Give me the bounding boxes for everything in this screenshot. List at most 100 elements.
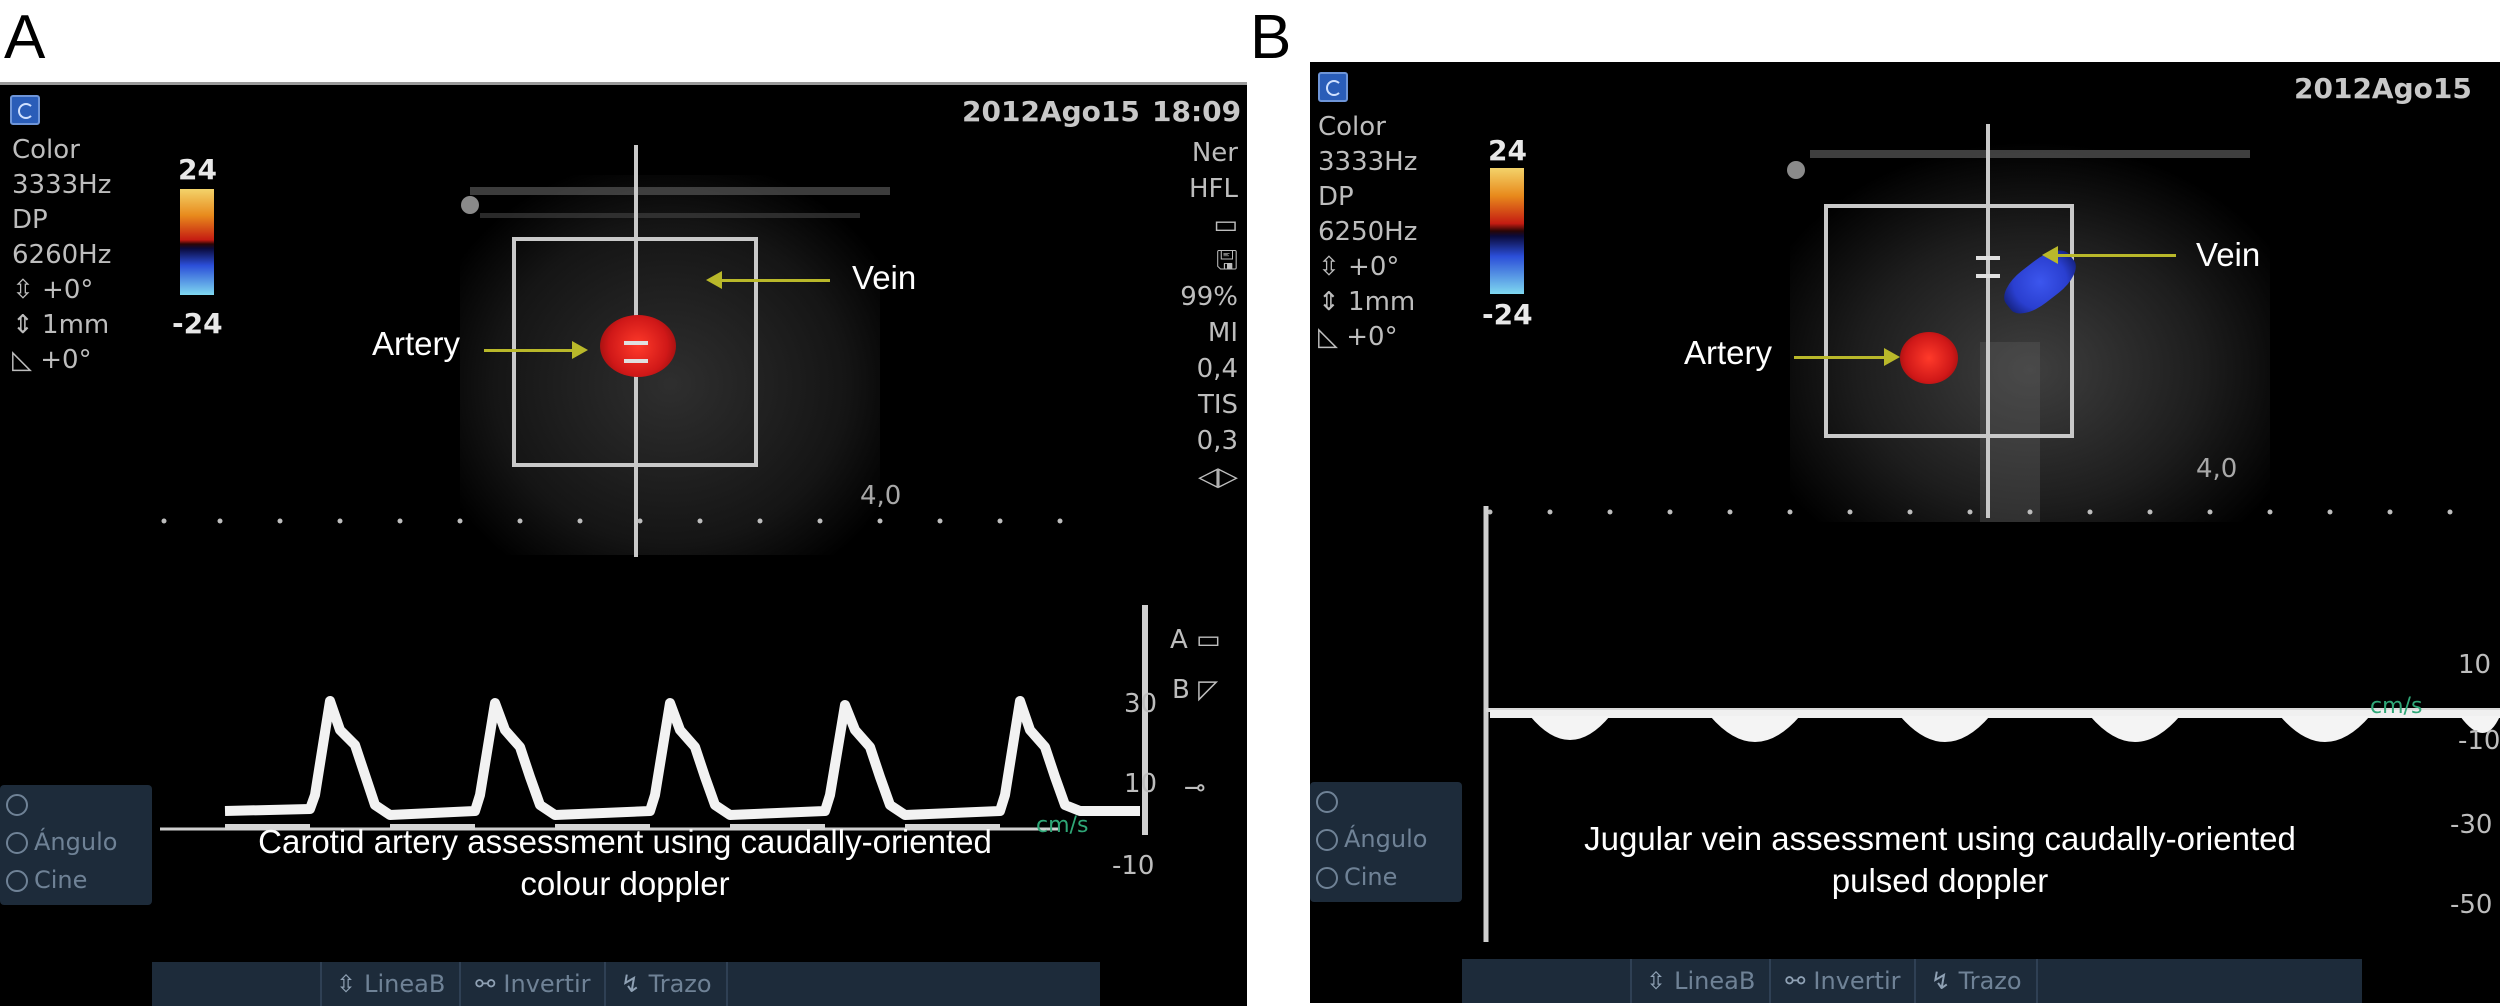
ultrasound-screen-a: 2012Ago15 18:09 Color 3333Hz DP 6260Hz ⇳… [0,82,1247,1006]
toolbar-invert[interactable]: ⚯ Invertir [461,962,607,1006]
info-mi-label: MI [1207,318,1238,348]
color-roi-box[interactable] [1824,204,2074,438]
color-scale-bar [1490,168,1524,294]
settings-pw-mode: DP [1318,182,1354,212]
spectral-doppler-trace [1483,506,2500,942]
settings-angle: ◺ +0° [1318,322,1398,352]
toolbar-lineab[interactable]: ⇳ LineaB [322,962,462,1006]
side-menu: Ángulo Cine [0,785,152,905]
save-icon: 🖫 [1215,246,1238,276]
velocity-tick-30: 30 [1124,689,1158,719]
exam-date: 2012Ago15 [962,95,1140,128]
menu-item-cine[interactable]: Cine [1310,858,1462,896]
ultrasound-screen-b: 2012Ago15 Color 3333Hz DP 6250Hz ⇳ +0° ⇕… [1310,62,2500,1003]
menu-item-angle[interactable]: Ángulo [1310,820,1462,858]
settings-gate-size: ⇕ 1mm [12,310,110,340]
baseline-icon: ⇳ [336,970,357,998]
menu-item-blank[interactable] [1310,782,1462,820]
caption-line-1: Carotid artery assessment using caudally… [258,823,992,860]
info-probe: HFL [1189,174,1238,204]
menu-item-angle[interactable]: Ángulo [0,823,152,861]
battery-icon: ▭ [1213,210,1238,240]
panel-a-letter: A [4,3,46,72]
velocity-tick-neg10: -10 [1112,851,1155,881]
velocity-tick-10: 10 [2458,650,2492,680]
radio-icon [6,794,28,816]
velocity-tick-neg50: -50 [2450,890,2493,920]
toolbar-invert[interactable]: ⚯ Invertir [1771,959,1917,1003]
color-scale-min: -24 [1482,298,1533,331]
artery-label: Artery [1684,334,1773,371]
toolbar-trace[interactable]: ↯ Trazo [606,962,728,1006]
radio-icon [1316,829,1338,851]
artery-label: Artery [372,325,461,362]
caption-line-1: Jugular vein assessment using caudally-o… [1584,820,2296,857]
trace-icon: ↯ [620,970,641,998]
depth-readout: 4,0 [2196,454,2238,484]
artery-arrow [484,341,588,359]
info-tis-value: 0,3 [1196,426,1238,456]
app-logo-icon[interactable] [10,95,40,125]
info-power: 99% [1180,282,1238,312]
toolbar-lineab[interactable]: ⇳ LineaB [1632,959,1772,1003]
settings-mode: Color [1318,112,1386,142]
settings-prf: 3333Hz [1318,147,1418,177]
info-preset: Ner [1191,138,1238,168]
exam-date: 2012Ago15 [2294,72,2472,105]
sample-gate[interactable] [1976,256,2000,278]
radio-icon [6,832,28,854]
panel-b-letter: B [1250,3,1292,72]
velocity-tick-10: 10 [1124,769,1158,799]
app-logo-icon[interactable] [1318,72,1348,102]
menu-item-blank[interactable] [0,785,152,823]
settings-steer: ⇳ +0° [1318,252,1400,282]
trace-icon: ↯ [1930,967,1951,995]
settings-angle: ◺ +0° [12,345,92,375]
caption-line-2: pulsed doppler [1831,862,2049,899]
settings-pw-prf: 6250Hz [1318,217,1418,247]
side-icon-a[interactable]: A ▭ [1170,625,1221,655]
vein-label: Vein [852,259,917,296]
probe-marker-icon [1787,161,1805,179]
settings-gate-size: ⇕ 1mm [1318,287,1416,317]
settings-pw-mode: DP [12,205,48,235]
vein-label: Vein [2196,236,2261,273]
settings-mode: Color [12,135,80,165]
spectral-doppler-trace [160,518,1148,835]
color-scale-bar [180,189,214,295]
radio-icon [1316,867,1338,889]
info-tis-label: TIS [1197,390,1238,420]
sample-gate[interactable] [624,341,648,363]
side-icon-b[interactable]: B ◸ [1172,675,1219,705]
radio-icon [1316,791,1338,813]
artery-color-flow [1900,332,1958,384]
vein-arrow [2042,246,2176,264]
system-info: Ner HFL ▭ 🖫 99% MI 0,4 TIS 0,3 ◁▷ [1150,135,1238,495]
exam-time: 18:09 [1152,95,1242,128]
caption-line-2: colour doppler [520,865,730,902]
bottom-toolbar: ⇳ LineaB ⚯ Invertir ↯ Trazo [1462,959,2362,1003]
panel-b-caption: Jugular vein assessment using caudally-o… [1480,818,2400,902]
vein-arrow [706,271,830,289]
settings-steer: ⇳ +0° [12,275,94,305]
menu-item-cine[interactable]: Cine [0,861,152,899]
bottom-toolbar: ⇳ LineaB ⚯ Invertir ↯ Trazo [152,962,1100,1006]
invert-icon: ⚯ [1785,967,1806,995]
depth-readout: 4,0 [860,481,902,511]
velocity-unit: cm/s [2370,694,2423,719]
radio-icon [6,870,28,892]
velocity-tick-neg10: -10 [2458,726,2500,756]
probe-marker-icon [461,196,479,214]
settings-pw-prf: 6260Hz [12,240,112,270]
artery-arrow [1794,348,1900,366]
settings-list: Color 3333Hz DP 6260Hz ⇳ +0° ⇕ 1mm ◺ +0° [12,133,111,378]
side-icon-baseline[interactable]: ⊸ [1184,773,1206,803]
settings-prf: 3333Hz [12,170,112,200]
velocity-unit: cm/s [1036,813,1089,838]
doppler-cursor-line[interactable] [1986,124,1990,518]
toolbar-trace[interactable]: ↯ Trazo [1916,959,2038,1003]
toolbar-blank[interactable] [1462,959,1632,1003]
velocity-tick-neg30: -30 [2450,810,2493,840]
toolbar-blank[interactable] [152,962,322,1006]
info-mi-value: 0,4 [1196,354,1238,384]
